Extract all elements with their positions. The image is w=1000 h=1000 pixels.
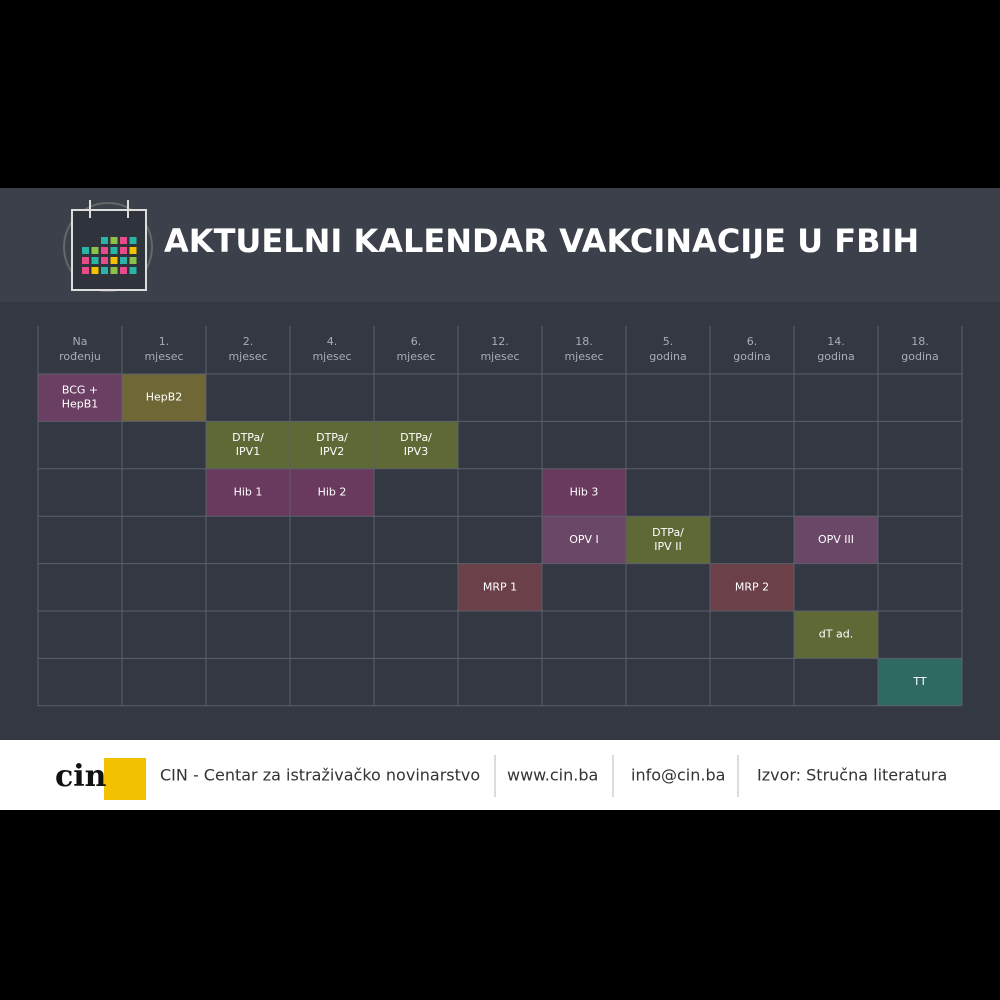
vaccine-cell [542, 468, 626, 517]
logo-square [104, 758, 146, 800]
column-header: 5. [663, 335, 674, 348]
vaccine-cell [542, 516, 626, 564]
vaccine-label: DTPa/ [316, 431, 348, 444]
column-header: 18. [575, 335, 593, 348]
icon-square [129, 257, 137, 264]
vaccine-label: Hib 2 [318, 486, 347, 499]
vaccine-label: IPV2 [320, 445, 344, 458]
header-band [0, 188, 1000, 302]
column-header: mjesec [312, 350, 351, 363]
icon-square [129, 247, 137, 254]
title: AKTUELNI KALENDAR VAKCINACIJE U FBIH [164, 222, 919, 260]
column-header: 6. [411, 335, 422, 348]
logo: cin [55, 759, 107, 794]
icon-square [91, 267, 99, 274]
footer-band [0, 740, 1000, 810]
icon-square [82, 267, 89, 274]
vaccine-label: HepB1 [62, 398, 99, 411]
icon-square [129, 267, 137, 274]
column-header: godina [817, 350, 854, 363]
vaccine-label: TT [912, 675, 927, 688]
vaccine-cell [794, 516, 878, 564]
vaccine-cell [206, 468, 290, 517]
column-header: godina [901, 350, 938, 363]
icon-square [82, 247, 89, 254]
icon-square [91, 257, 99, 264]
vaccine-label: OPV I [569, 533, 599, 546]
vaccine-cell [878, 658, 962, 706]
column-header: mjesec [564, 350, 603, 363]
vaccine-label: MRP 1 [483, 580, 517, 593]
column-header: 1. [159, 335, 170, 348]
vaccine-cell [122, 374, 206, 422]
icon-square [110, 257, 118, 264]
icon-square [101, 267, 108, 274]
vaccine-cell [290, 421, 374, 469]
vaccine-cell [38, 374, 122, 422]
vaccine-cell [374, 421, 458, 469]
column-header: 6. [747, 335, 758, 348]
icon-square [82, 257, 89, 264]
vaccine-label: dT ad. [819, 628, 853, 641]
vaccine-label: HepB2 [146, 391, 183, 404]
icon-square [129, 237, 137, 244]
vaccine-label: IPV II [654, 540, 681, 553]
icon-square [120, 237, 127, 244]
column-header: mjesec [228, 350, 267, 363]
icon-square [110, 237, 118, 244]
icon-square [91, 247, 99, 254]
schedule-table: Na rođenju 1. mjesec 2. mjesec 4. mjesec 6. mjese… [37, 326, 963, 707]
vaccine-label: Hib 1 [234, 486, 263, 499]
icon-square [120, 257, 127, 264]
column-header: godina [649, 350, 686, 363]
column-header: mjesec [144, 350, 183, 363]
column-header: 2. [243, 335, 254, 348]
vaccine-label: IPV1 [236, 445, 260, 458]
source: Izvor: Stručna literatura [757, 766, 947, 785]
icon-square [120, 267, 127, 274]
vaccine-label: OPV III [818, 533, 854, 546]
column-header: 12. [491, 335, 509, 348]
icon-square [120, 247, 127, 254]
vaccine-label: BCG + [62, 384, 98, 397]
email: info@cin.ba [631, 766, 725, 785]
vaccine-cell [710, 563, 794, 611]
vaccine-cell [626, 516, 710, 564]
column-header: mjesec [396, 350, 435, 363]
column-header: mjesec [480, 350, 519, 363]
vaccine-cell [206, 421, 290, 469]
column-header: rođenju [59, 350, 101, 363]
icon-square [101, 247, 108, 254]
vaccine-label: DTPa/ [400, 431, 432, 444]
column-header: Na [73, 335, 88, 348]
calendar-icon [63, 200, 153, 292]
vaccine-cell [458, 563, 542, 611]
icon-square [101, 237, 108, 244]
column-header: 4. [327, 335, 338, 348]
icon-square [101, 257, 108, 264]
vaccine-cell [290, 468, 374, 517]
column-header: 18. [911, 335, 929, 348]
column-header: godina [733, 350, 770, 363]
vaccine-cell [794, 611, 878, 659]
vaccine-label: MRP 2 [735, 580, 769, 593]
website: www.cin.ba [507, 766, 598, 785]
vaccine-label: Hib 3 [570, 486, 599, 499]
icon-square [110, 267, 118, 274]
vaccine-label: DTPa/ [652, 526, 684, 539]
column-header: 14. [827, 335, 845, 348]
calendar-squares [82, 237, 137, 274]
vaccine-label: IPV3 [404, 445, 428, 458]
icon-square [110, 247, 118, 254]
organization: CIN - Centar za istraživačko novinarstvo [160, 766, 480, 785]
vaccine-label: DTPa/ [232, 431, 264, 444]
